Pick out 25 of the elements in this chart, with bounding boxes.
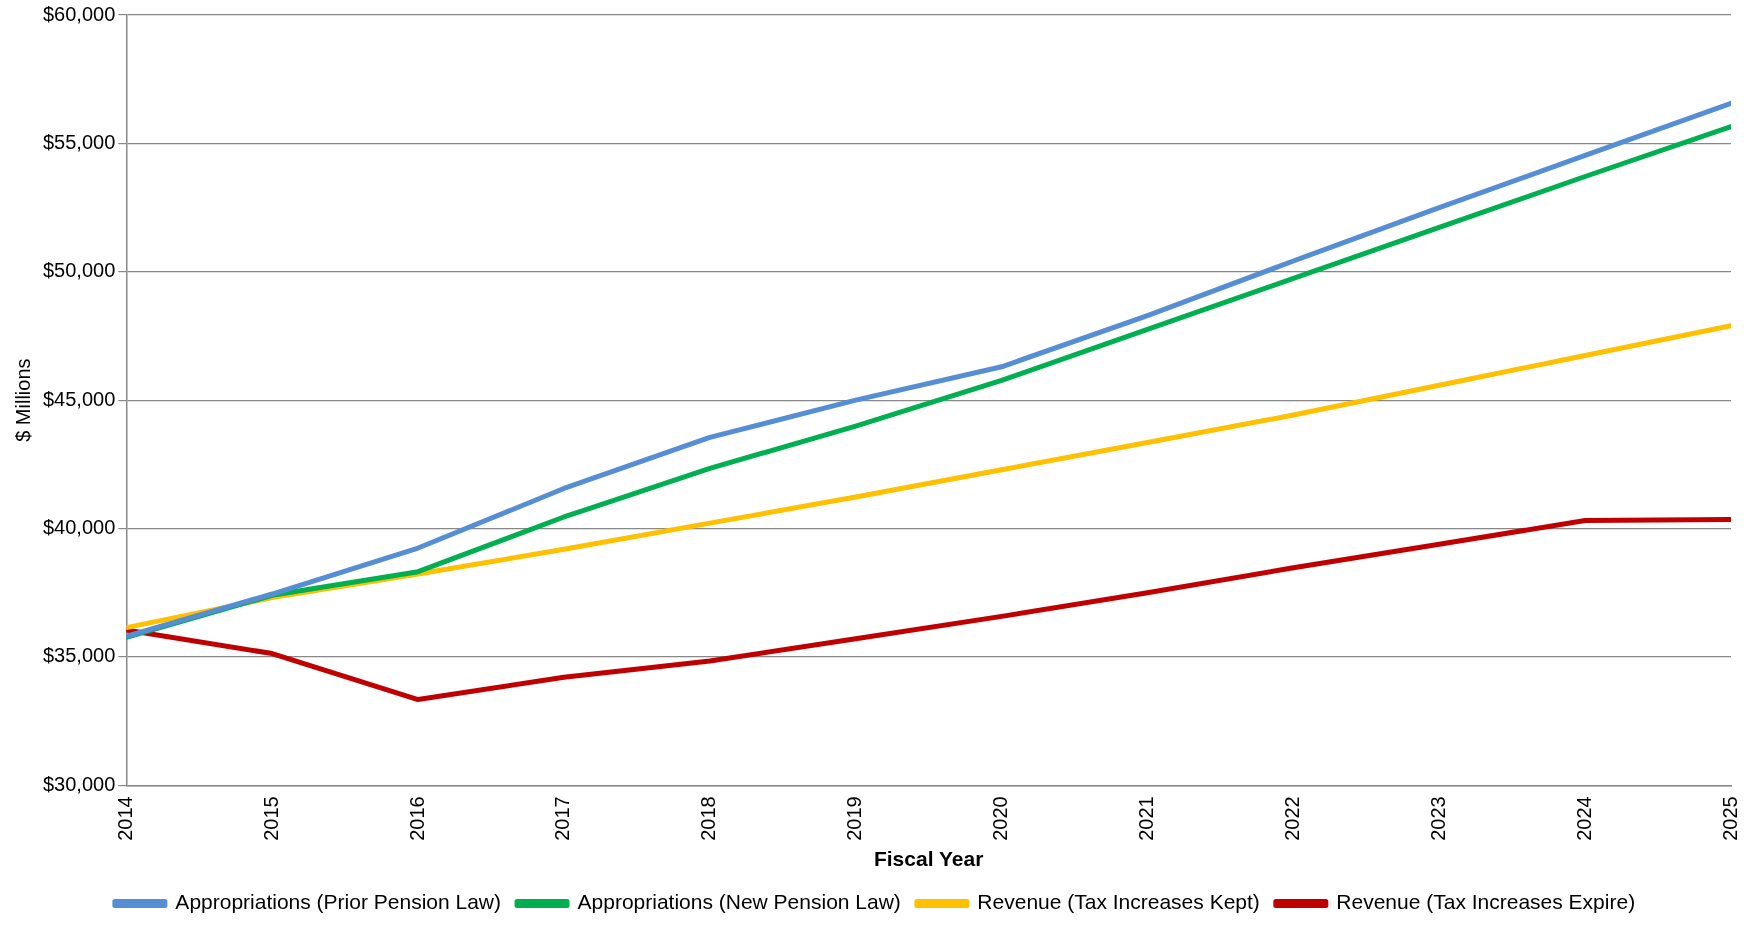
legend-label: Revenue (Tax Increases Kept)	[977, 890, 1260, 914]
x-tick-label: 2023	[1426, 796, 1449, 841]
y-tick-label: $55,000	[43, 130, 116, 153]
y-tick-label: $60,000	[43, 2, 116, 25]
y-tick-label: $35,000	[43, 644, 116, 667]
x-tick-label: 2025	[1718, 796, 1741, 841]
legend-label: Appropriations (New Pension Law)	[577, 890, 901, 914]
x-tick-label: 2021	[1134, 796, 1157, 841]
y-axis-title: $ Millions	[11, 358, 34, 442]
y-tick-label: $50,000	[43, 259, 116, 282]
legend-label: Revenue (Tax Increases Expire)	[1336, 890, 1636, 914]
x-tick-label: 2020	[989, 796, 1012, 841]
legend-label: Appropriations (Prior Pension Law)	[175, 890, 502, 914]
x-tick-label: 2015	[259, 796, 282, 841]
y-tick-label: $45,000	[43, 387, 116, 410]
x-axis-title: Fiscal Year	[873, 847, 984, 871]
x-tick-label: 2022	[1280, 796, 1303, 841]
x-tick-label: 2024	[1572, 796, 1595, 841]
x-tick-label: 2017	[551, 796, 574, 841]
x-tick-label: 2014	[113, 796, 136, 841]
x-tick-label: 2018	[697, 796, 720, 841]
x-tick-label: 2016	[405, 796, 428, 841]
x-tick-label: 2019	[843, 796, 866, 841]
y-tick-label: $40,000	[43, 516, 116, 539]
y-tick-label: $30,000	[43, 772, 116, 795]
